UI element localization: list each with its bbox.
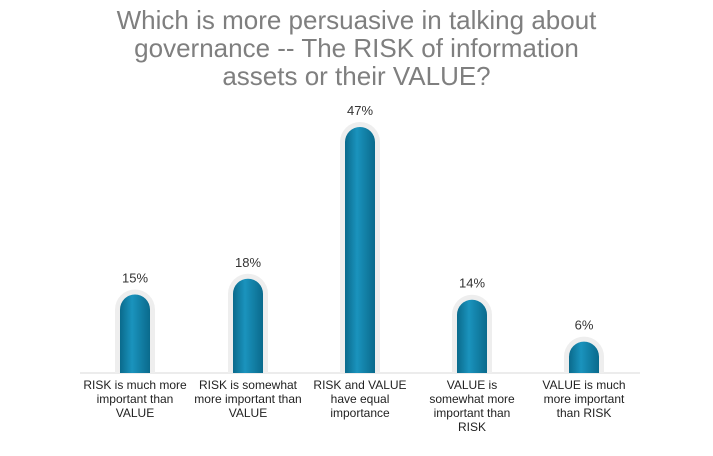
title-line: governance -- The RISK of information	[134, 33, 579, 63]
data-label: 14%	[459, 276, 485, 291]
bar	[233, 278, 263, 373]
bar	[569, 341, 599, 373]
title-line: assets or their VALUE?	[222, 61, 491, 91]
category-label: RISK and VALUE have equal importance	[313, 378, 407, 420]
bar	[345, 127, 375, 373]
data-label: 47%	[347, 103, 373, 118]
category-label: RISK is much more important than VALUE	[83, 378, 187, 420]
data-label: 6%	[575, 318, 594, 333]
data-label: 18%	[235, 255, 261, 270]
data-label: 15%	[122, 270, 148, 285]
bar	[457, 299, 487, 373]
bar	[120, 294, 150, 373]
chart-title: Which is more persuasive in talking abou…	[0, 6, 713, 90]
category-label: VALUE is somewhat more important than RI…	[429, 378, 515, 434]
category-label: VALUE is much more important than RISK	[542, 378, 626, 420]
title-line: Which is more persuasive in talking abou…	[116, 5, 597, 35]
category-label: RISK is somewhat more important than VAL…	[194, 378, 302, 420]
